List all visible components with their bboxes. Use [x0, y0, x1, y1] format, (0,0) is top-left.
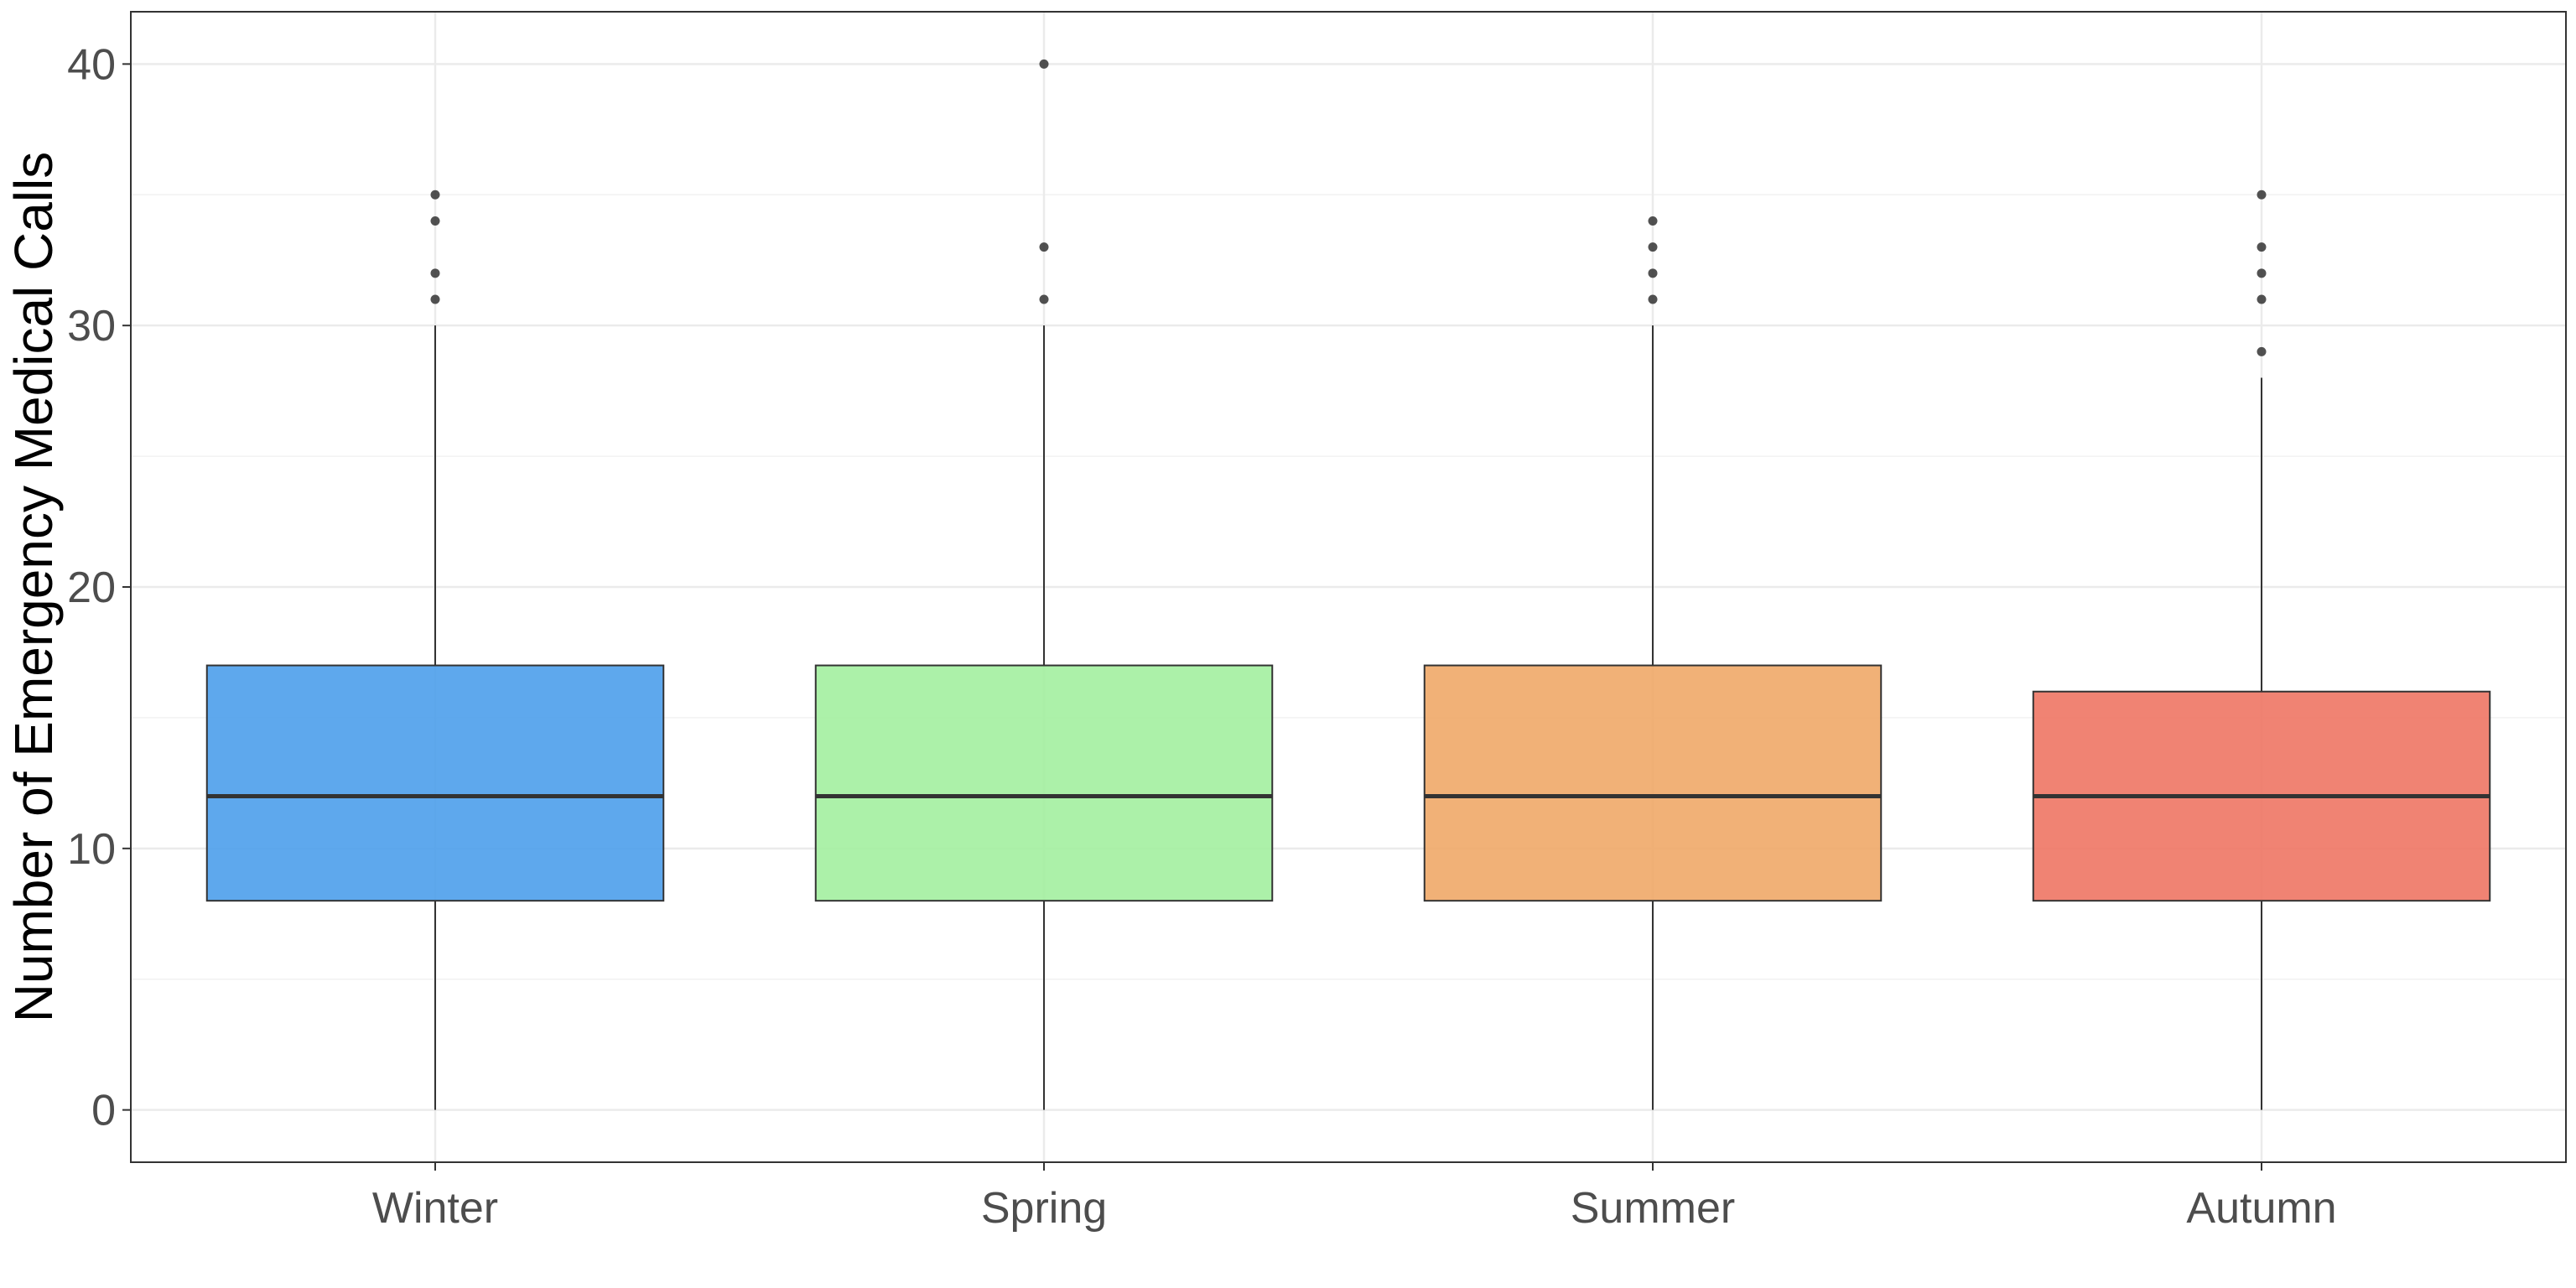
box-group-spring — [814, 59, 1274, 1110]
outlier-point — [1039, 59, 1049, 69]
y-tick-label: 10 — [67, 825, 116, 874]
box-group-summer — [1423, 216, 1883, 1110]
y-tick-label: 0 — [91, 1087, 116, 1135]
outlier-point — [1039, 242, 1049, 252]
axis-layer: 0 10 20 30 40 Winter Spring Summer Autumn — [67, 40, 2336, 1233]
box — [205, 664, 665, 902]
box-group-autumn — [2032, 190, 2491, 1110]
outlier-point — [430, 216, 440, 226]
outlier-point — [1039, 294, 1049, 304]
box — [1423, 664, 1883, 902]
outlier-point — [2257, 346, 2267, 356]
outlier-point — [2257, 190, 2267, 200]
outlier-point — [1648, 242, 1658, 252]
x-tick-label: Autumn — [2186, 1184, 2336, 1233]
box-layer — [205, 59, 2491, 1110]
x-tick-label: Winter — [372, 1184, 498, 1233]
y-axis-title: Number of Emergency Medical Calls — [3, 152, 64, 1023]
y-tick-label: 40 — [67, 40, 116, 89]
outlier-point — [1648, 268, 1658, 278]
grid-layer — [131, 12, 2566, 1162]
box-group-winter — [205, 190, 665, 1110]
outlier-point — [1648, 294, 1658, 304]
x-tick-label: Spring — [981, 1184, 1107, 1233]
y-tick-label: 20 — [67, 564, 116, 612]
y-tick-label: 30 — [67, 302, 116, 351]
x-tick-label: Summer — [1571, 1184, 1735, 1233]
outlier-point — [2257, 294, 2267, 304]
outlier-point — [430, 294, 440, 304]
outlier-point — [2257, 242, 2267, 252]
outlier-point — [1648, 216, 1658, 226]
outlier-point — [2257, 268, 2267, 278]
box — [814, 664, 1274, 902]
outlier-point — [430, 190, 440, 200]
outlier-point — [430, 268, 440, 278]
